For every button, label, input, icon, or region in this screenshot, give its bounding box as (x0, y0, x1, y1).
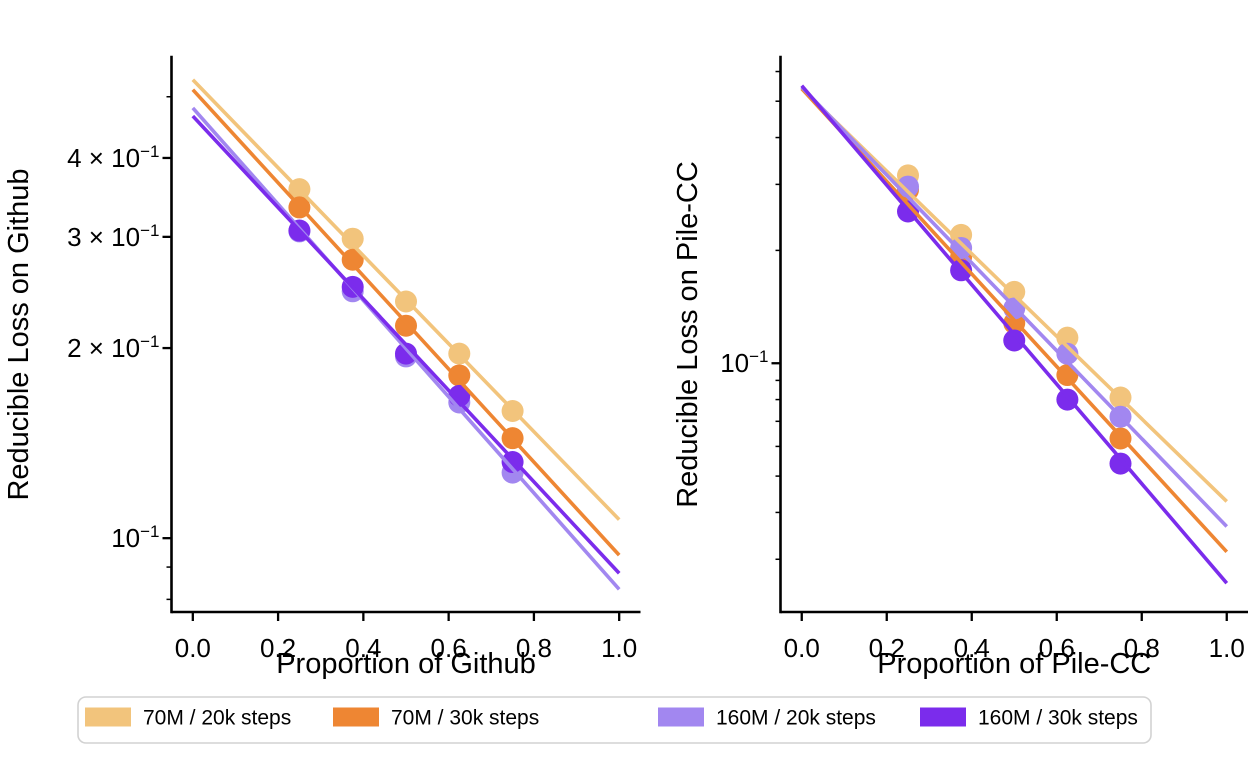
y-tick-label: 10−1 (111, 522, 159, 553)
x-tick-label: 0.4 (345, 633, 381, 663)
data-point (1003, 329, 1026, 352)
data-point (341, 248, 364, 271)
data-point (501, 451, 524, 474)
panel-1: 0.0 0.2 0.4 0.6 0.8 1.0 4 × 10−1 3 × 10−1 2 × 10… (3, 55, 641, 680)
legend-label: 70M / 30k steps (391, 707, 539, 730)
y-tick-label: 10−1 (720, 347, 768, 378)
legend-label: 70M / 20k steps (143, 707, 291, 730)
data-point (1003, 280, 1026, 303)
fit-line (191, 114, 621, 575)
x-tick-label: 0.8 (1124, 633, 1160, 663)
x-tick-label: 0.0 (175, 633, 211, 663)
x-axis-label: Proportion of Github (276, 648, 536, 680)
x-tick-label: 0.6 (431, 633, 467, 663)
legend-swatch (333, 707, 379, 727)
data-point (1056, 342, 1079, 365)
panel-2: 0.0 0.2 0.4 0.6 0.8 1.0 10−1 Proportion of Pile… (672, 55, 1248, 680)
fit-line (800, 84, 1229, 585)
legend-label: 160M / 20k steps (716, 707, 876, 730)
x-tick-label: 1.0 (1209, 633, 1245, 663)
x-tick-label: 0.8 (516, 633, 552, 663)
fit-line (191, 88, 621, 557)
x-tick-label: 1.0 (601, 633, 637, 663)
data-point (1109, 452, 1132, 475)
fit-line (800, 87, 1229, 503)
data-point (395, 314, 417, 337)
legend-swatch (658, 707, 704, 727)
y-axis-label: Reducible Loss on Github (3, 168, 35, 500)
data-point (448, 364, 471, 387)
legend-label: 160M / 30k steps (978, 707, 1138, 730)
x-tick-label: 0.6 (1039, 633, 1075, 663)
y-tick-label: 3 × 10−1 (67, 221, 159, 252)
fit-line (191, 106, 621, 591)
y-axis-label: Reducible Loss on Pile-CC (672, 161, 704, 508)
legend-swatch (920, 707, 966, 727)
x-tick-label: 0.0 (784, 633, 820, 663)
data-point (341, 227, 364, 250)
legend: 70M / 20k steps 70M / 30k steps 160M / 20k… (77, 696, 1152, 744)
legend-swatch (85, 707, 131, 727)
x-tick-label: 0.4 (954, 633, 990, 663)
fit-line (800, 85, 1229, 528)
x-tick-label: 0.2 (869, 633, 905, 663)
y-tick-label: 2 × 10−1 (67, 332, 159, 363)
data-point (950, 236, 973, 259)
x-tick-label: 0.2 (260, 633, 296, 663)
fit-line (191, 78, 621, 521)
x-axis-label: Proportion of Pile-CC (877, 648, 1151, 680)
y-tick-label: 4 × 10−1 (67, 142, 159, 173)
